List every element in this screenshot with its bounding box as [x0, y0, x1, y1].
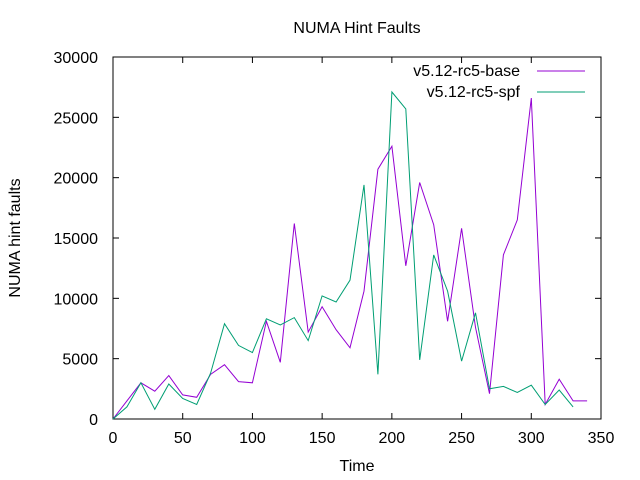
y-tick-label: 0	[89, 412, 98, 429]
x-tick-label: 100	[239, 430, 266, 447]
legend-label-1: v5.12-rc5-base	[413, 63, 520, 80]
y-tick-label: 25000	[54, 110, 99, 127]
y-tick-label: 15000	[54, 231, 99, 248]
x-tick-label: 50	[174, 430, 192, 447]
x-tick-label: 300	[518, 430, 545, 447]
y-axis-label: NUMA hint faults	[7, 178, 24, 297]
y-tick-label: 5000	[62, 352, 98, 369]
x-tick-label: 150	[309, 430, 336, 447]
chart-title: NUMA Hint Faults	[293, 20, 420, 37]
x-tick-label: 250	[448, 430, 475, 447]
series-line-1	[112, 97, 588, 420]
x-tick-label: 350	[588, 430, 615, 447]
legend: v5.12-rc5-base v5.12-rc5-spf	[413, 63, 585, 101]
series-line-2	[112, 90, 574, 420]
series-layer	[112, 90, 588, 420]
y-tick-label: 20000	[54, 171, 99, 188]
legend-label-2: v5.12-rc5-spf	[427, 84, 521, 101]
axis-ticks: 0 50 100 150 200 250 300 350 0 5000 10000 15000 2000…	[54, 50, 615, 447]
x-axis-label: Time	[340, 458, 375, 475]
y-tick-label: 30000	[54, 50, 99, 67]
y-tick-label: 10000	[54, 291, 99, 308]
x-tick-label: 0	[109, 430, 118, 447]
plot-frame	[112, 56, 602, 420]
x-tick-label: 200	[379, 430, 406, 447]
